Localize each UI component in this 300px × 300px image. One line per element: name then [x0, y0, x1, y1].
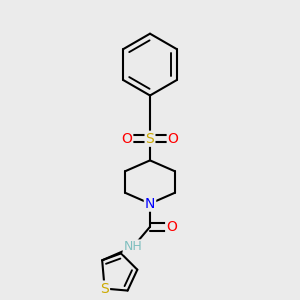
Text: O: O: [168, 132, 178, 146]
Text: O: O: [166, 220, 177, 234]
Text: NH: NH: [124, 240, 142, 254]
Text: O: O: [122, 132, 132, 146]
Text: S: S: [100, 282, 109, 296]
Text: N: N: [145, 196, 155, 211]
Text: S: S: [146, 132, 154, 146]
